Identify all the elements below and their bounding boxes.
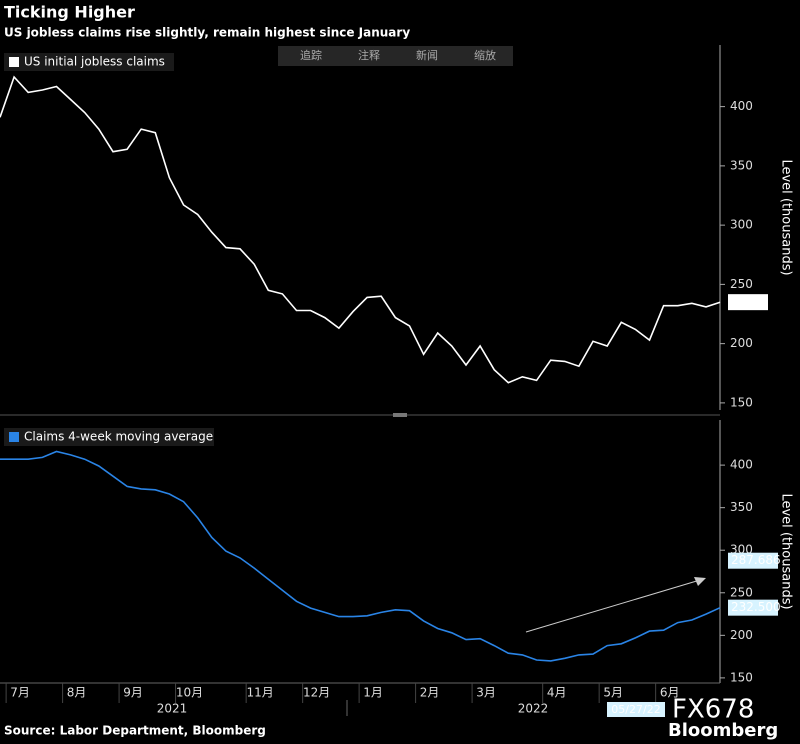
divider-handle[interactable] bbox=[393, 413, 407, 417]
line-series bbox=[0, 450, 721, 662]
title: Ticking Higher bbox=[4, 3, 135, 22]
y-axis-label: Level (thousands) bbox=[779, 159, 794, 275]
x-tick-label: 2月 bbox=[420, 686, 440, 700]
toolbar-button[interactable]: 缩放 bbox=[474, 48, 496, 62]
y-tick-label: 350 bbox=[730, 500, 753, 514]
y-tick-label: 400 bbox=[730, 458, 753, 472]
toolbar-button[interactable]: 新闻 bbox=[416, 48, 438, 62]
x-tick-label: 11月 bbox=[247, 686, 274, 700]
date-label-box bbox=[607, 702, 665, 717]
trend-arrow bbox=[525, 579, 701, 633]
x-tick-label: 3月 bbox=[476, 686, 496, 700]
x-tick-label: 7月 bbox=[10, 686, 30, 700]
x-tick-label: 5月 bbox=[603, 686, 623, 700]
x-group-label: 2022 bbox=[518, 702, 549, 716]
x-tick-label: 1月 bbox=[363, 686, 383, 700]
y-axis-label: Level (thousands) bbox=[779, 493, 794, 609]
x-tick-label: 4月 bbox=[547, 686, 567, 700]
line-series bbox=[0, 75, 721, 384]
date-label: 05/27/22 bbox=[611, 703, 660, 716]
x-tick-label: 6月 bbox=[660, 686, 680, 700]
source: Source: Labor Department, Bloomberg bbox=[4, 724, 266, 738]
y-tick-label: 200 bbox=[730, 628, 753, 642]
y-tick-label: 300 bbox=[730, 218, 753, 232]
trend-arrow-head bbox=[694, 577, 706, 586]
brand: Bloomberg bbox=[668, 720, 778, 741]
toolbar bbox=[278, 46, 513, 66]
y-tick-label: 350 bbox=[730, 158, 753, 172]
legend-swatch bbox=[9, 57, 19, 67]
x-group-label: 2021 bbox=[157, 702, 188, 716]
y-tick-label: 150 bbox=[730, 395, 753, 409]
toolbar-button[interactable]: 注释 bbox=[358, 48, 380, 62]
x-tick-label: 8月 bbox=[67, 686, 87, 700]
y-tick-label: 200 bbox=[730, 336, 753, 350]
legend-swatch bbox=[9, 432, 19, 442]
toolbar-button[interactable]: 追踪 bbox=[300, 48, 322, 62]
y-tick-label: 250 bbox=[730, 277, 753, 291]
legend-label: Claims 4-week moving average bbox=[24, 430, 213, 444]
annotation-box bbox=[728, 552, 778, 569]
y-tick-label: 400 bbox=[730, 99, 753, 113]
legend-label: US initial jobless claims bbox=[24, 55, 165, 69]
x-tick-label: 10月 bbox=[176, 686, 203, 700]
end-label: 232.500 bbox=[731, 600, 781, 614]
legend-bg bbox=[4, 428, 214, 446]
end-label-box bbox=[728, 599, 778, 616]
annotation-label: 287.686 bbox=[731, 553, 781, 567]
x-tick-label: 9月 bbox=[123, 686, 143, 700]
end-label: 235.0 bbox=[731, 295, 765, 309]
y-tick-label: 250 bbox=[730, 585, 753, 599]
x-tick-label: 12月 bbox=[303, 686, 330, 700]
y-tick-label: 150 bbox=[730, 670, 753, 684]
subtitle: US jobless claims rise slightly, remain … bbox=[4, 26, 410, 40]
watermark: FX678 bbox=[672, 695, 754, 725]
legend-bg bbox=[4, 53, 174, 71]
end-label-box bbox=[728, 294, 768, 311]
